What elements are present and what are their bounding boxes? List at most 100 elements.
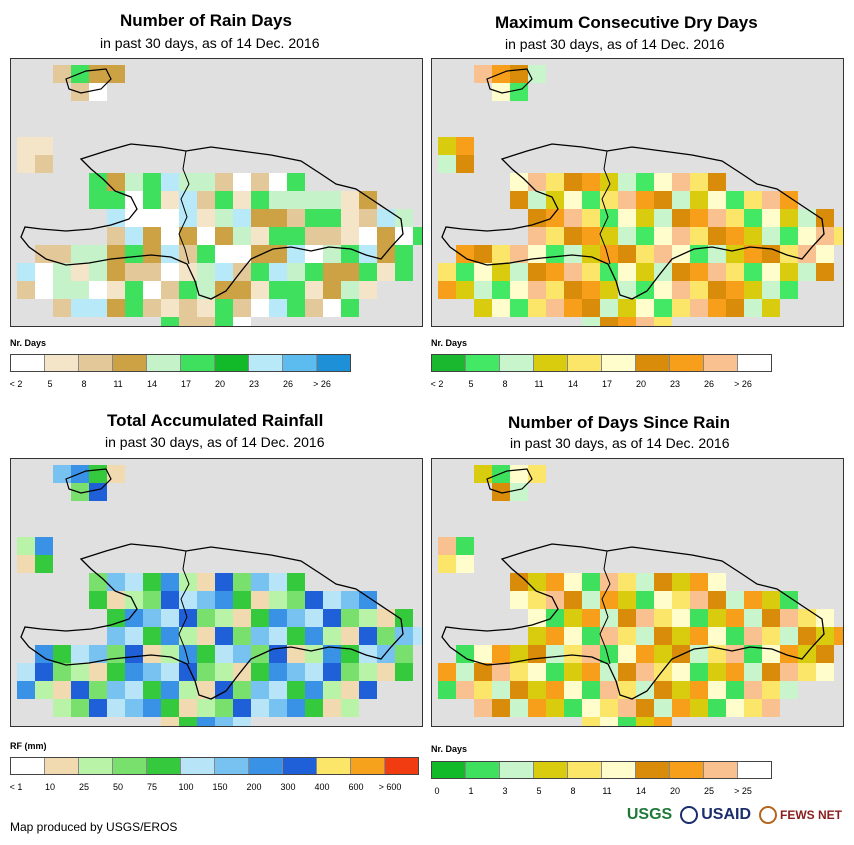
grid-cell [53,281,71,299]
grid-cell [654,281,672,299]
legend-tick-label: 14 [567,379,579,389]
grid-cell [233,191,251,209]
grid-cell [618,245,636,263]
grid-cell [143,281,161,299]
legend-bar [431,761,772,779]
legend-tick-label: 26 [282,379,294,389]
grid-cell [323,699,341,717]
grid-cell [35,263,53,281]
legend-tick-label: 20 [214,379,226,389]
grid-cell [161,699,179,717]
grid-cell [780,591,798,609]
grid-cell [125,645,143,663]
legend-title: Nr. Days [431,744,468,754]
grid-cell [672,699,690,717]
grid-cell [690,209,708,227]
grid-cell [35,681,53,699]
grid-cell [341,645,359,663]
grid-cell [636,173,654,191]
map-rain-days [10,58,423,327]
grid-cell [395,627,413,645]
grid-cell [377,209,395,227]
grid-cell [269,699,287,717]
grid-cell [89,591,107,609]
grid-cell [233,699,251,717]
usaid-logo: USAID [680,806,751,824]
grid-cell [287,699,305,717]
grid-cell [71,681,89,699]
grid-cell [744,609,762,627]
grid-cell [438,663,456,681]
grid-cell [359,245,377,263]
grid-cell [546,663,564,681]
grid-cell [53,299,71,317]
grid-cell [89,299,107,317]
grid-cell [618,227,636,245]
grid-cell [708,227,726,245]
grid-cell [251,699,269,717]
grid-cell [528,245,546,263]
grid-cell [564,227,582,245]
grid-cell [708,663,726,681]
grid-cell [395,263,413,281]
legend-tick-label: 150 [212,782,228,792]
grid-cell [600,627,618,645]
legend-tick-label: < 2 [9,379,23,389]
legend-bar [431,354,772,372]
grid-cell [564,573,582,591]
grid-cell [744,263,762,281]
grid-cell [107,281,125,299]
grid-cell [323,299,341,317]
legend-swatch [602,762,636,778]
grid-cell [528,65,546,83]
grid-cell [125,663,143,681]
grid-cell [71,663,89,681]
grid-cell [287,681,305,699]
coastline [441,543,825,700]
legend-tick-label: 23 [669,379,681,389]
grid-cell [546,681,564,699]
grid-cell [582,681,600,699]
grid-cell [564,663,582,681]
grid-cell [17,137,35,155]
grid-cell [125,263,143,281]
legend-swatch [670,762,704,778]
legend-swatch [704,355,738,371]
grid-cell [780,191,798,209]
grid-cell [600,645,618,663]
grid-cell [251,299,269,317]
grid-cell [510,191,528,209]
grid-cell [215,317,233,326]
grid-cell [474,245,492,263]
grid-cell [672,681,690,699]
grid-cell [215,717,233,726]
grid-cell [53,245,71,263]
grid-cell [600,281,618,299]
grid-cell [618,681,636,699]
grid-cell [546,609,564,627]
grid-cell [744,627,762,645]
legend-swatch [500,762,534,778]
grid-cell [161,281,179,299]
grid-cell [690,263,708,281]
grid-cell [438,263,456,281]
grid-cell [510,173,528,191]
grid-cell [834,627,843,645]
legend-tick-label: 8 [570,786,576,796]
legend-tick-label: 75 [146,782,158,792]
grid-cell [161,681,179,699]
grid-cell [546,591,564,609]
grid-cell [125,681,143,699]
grid-cell [395,609,413,627]
grid-cell [474,465,492,483]
grid-cell [197,591,215,609]
legend-tick-label: 11 [602,786,612,796]
grid-cell [744,209,762,227]
fews-net-logo: FEWS NET [759,806,842,824]
grid-cell [762,209,780,227]
legend-title: Nr. Days [431,338,468,348]
grid-cell [708,609,726,627]
grid-cell [780,209,798,227]
legend-swatch [738,355,771,371]
grid-cell [654,609,672,627]
